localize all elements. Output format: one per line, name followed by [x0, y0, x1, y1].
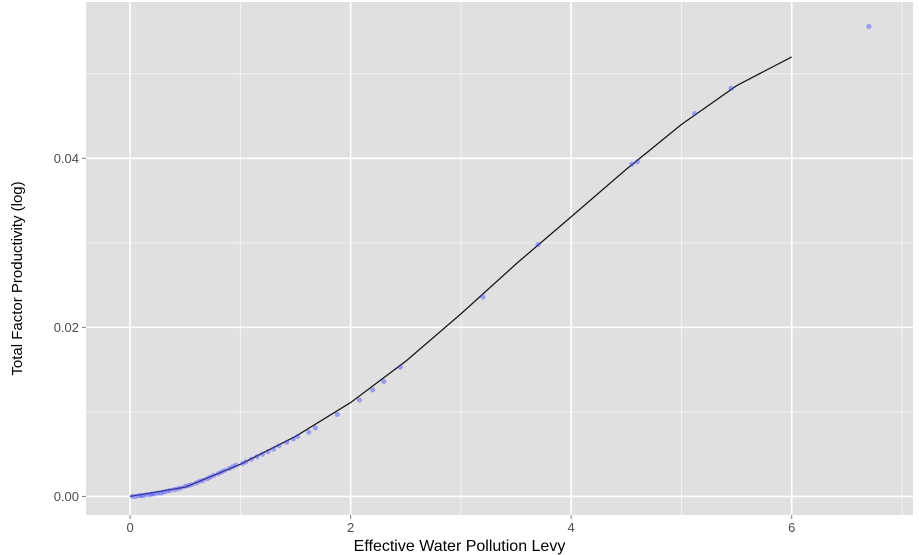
- data-point: [182, 483, 188, 489]
- data-point: [629, 161, 635, 167]
- data-point: [222, 467, 228, 473]
- data-point: [259, 451, 266, 457]
- data-point: [149, 491, 155, 497]
- y-axis-ticks: 0.00 0.02 0.04: [54, 151, 86, 504]
- data-point: [185, 482, 192, 489]
- data-point: [167, 487, 173, 494]
- data-point: [174, 486, 181, 492]
- data-point: [138, 492, 144, 499]
- data-point: [133, 493, 139, 500]
- data-point: [200, 477, 206, 483]
- data-point: [535, 241, 541, 248]
- data-point: [158, 490, 164, 496]
- data-point: [230, 464, 236, 470]
- data-point: [215, 470, 221, 477]
- data-point: [239, 460, 246, 467]
- point-layer: [129, 23, 872, 500]
- data-point: [226, 465, 232, 472]
- data-point: [211, 472, 217, 478]
- data-point: [480, 294, 486, 300]
- data-point: [163, 488, 170, 494]
- data-point: [189, 481, 195, 488]
- data-point: [233, 462, 239, 468]
- data-point: [284, 439, 290, 445]
- x-axis-ticks: 0 2 4 6: [126, 515, 795, 535]
- data-point: [276, 443, 282, 449]
- x-axis-title: Effective Water Pollution Levy: [354, 538, 566, 555]
- y-tick-label: 0.02: [54, 320, 79, 335]
- data-point: [254, 454, 260, 460]
- data-point: [265, 449, 271, 455]
- data-point: [160, 489, 166, 495]
- data-point: [334, 411, 341, 418]
- data-point: [178, 485, 184, 491]
- data-point: [196, 478, 203, 484]
- plot-panel: [86, 2, 913, 515]
- data-point: [356, 397, 363, 403]
- fitted-curve: [129, 56, 793, 498]
- grid-layer: [86, 2, 913, 515]
- data-point: [306, 429, 312, 435]
- y-axis-title: Total Factor Productivity (log): [9, 181, 26, 375]
- line-layer: [129, 56, 793, 498]
- y-tick-label: 0.04: [54, 151, 79, 166]
- data-point: [155, 490, 161, 496]
- data-point: [140, 492, 146, 499]
- x-tick-label: 0: [126, 520, 133, 535]
- data-point: [219, 469, 225, 475]
- data-point: [370, 387, 376, 393]
- data-point: [270, 446, 277, 452]
- y-tick-label: 0.00: [54, 489, 79, 504]
- data-point: [147, 492, 153, 498]
- data-point: [208, 474, 214, 480]
- data-point: [634, 159, 640, 165]
- data-point: [290, 436, 296, 442]
- x-tick-label: 6: [788, 520, 795, 535]
- x-tick-label: 2: [347, 520, 354, 535]
- data-point: [151, 491, 157, 497]
- data-point: [248, 456, 254, 462]
- data-point: [295, 433, 301, 440]
- data-point: [193, 480, 199, 486]
- data-point: [397, 364, 403, 370]
- data-point: [144, 492, 150, 498]
- data-point: [692, 110, 698, 117]
- data-point: [728, 85, 734, 91]
- data-point: [381, 378, 387, 385]
- data-point: [171, 487, 177, 493]
- data-point: [312, 425, 318, 431]
- data-point: [136, 492, 142, 499]
- x-tick-label: 4: [568, 520, 575, 535]
- data-point: [204, 476, 210, 482]
- data-point: [866, 23, 872, 30]
- data-point: [243, 459, 249, 465]
- data-point: [129, 493, 135, 500]
